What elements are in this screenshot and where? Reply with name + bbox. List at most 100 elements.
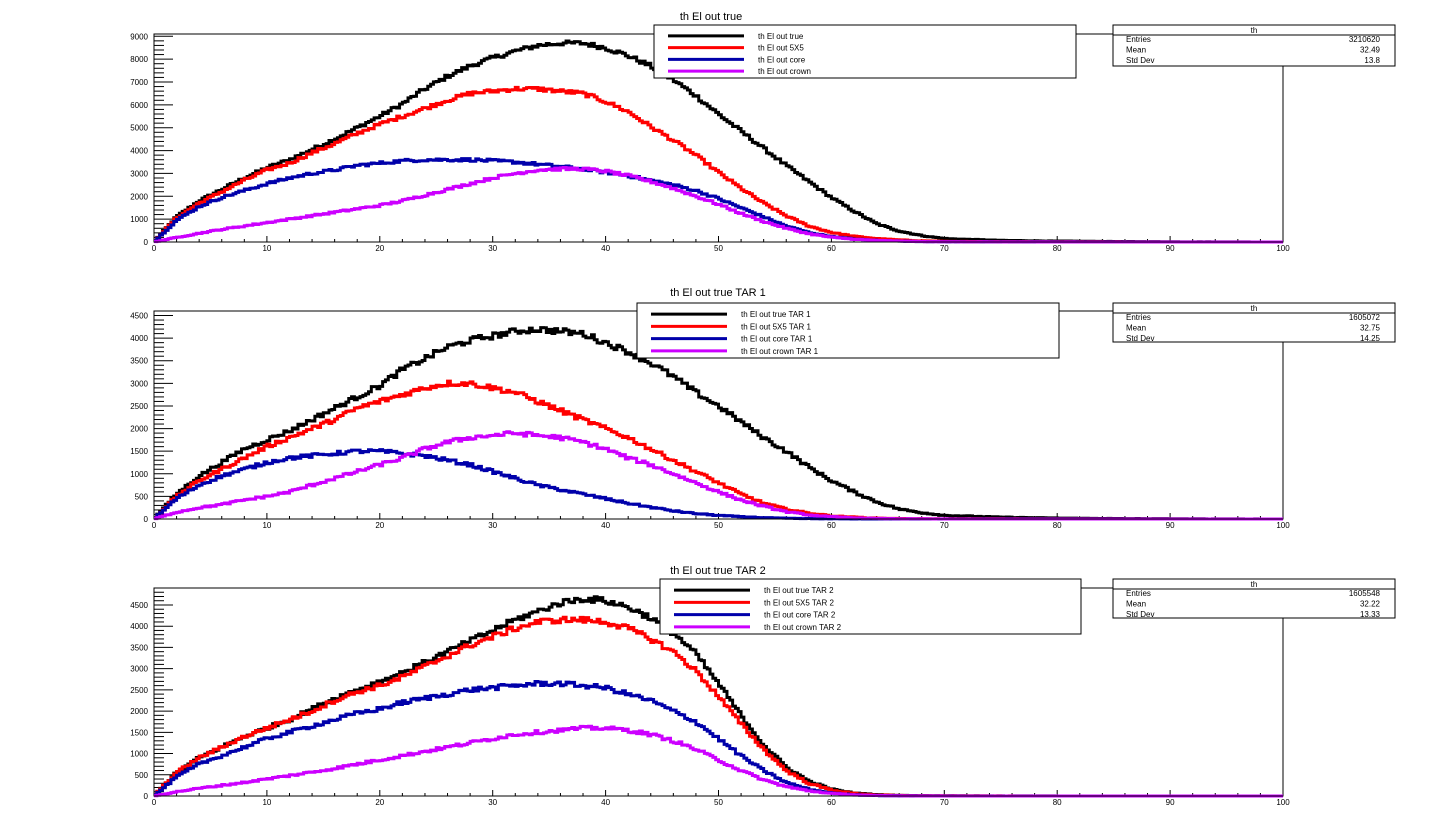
stats-box-frame [1112,24,1396,67]
y-tick-label: 5000 [130,124,148,133]
y-tick-label: 3500 [130,357,148,366]
stats-title: th [1251,580,1258,589]
x-tick-label: 30 [488,798,497,807]
x-tick-label: 90 [1166,244,1175,253]
x-tick-label: 20 [375,244,384,253]
y-tick-label: 6000 [130,101,148,110]
y-tick-label: 1000 [130,215,148,224]
x-tick-label: 40 [601,244,610,253]
y-tick-label: 1000 [130,750,148,759]
x-tick-label: 10 [262,521,271,530]
x-tick-label: 80 [1053,244,1062,253]
y-tick-label: 4500 [130,601,148,610]
stats-box: th Entries 1605548 Mean 32.22 Std Dev 13.33 [1112,578,1396,619]
stats-title: th [1251,304,1258,313]
x-tick-label: 80 [1053,798,1062,807]
stats-mean-value: 32.22 [1360,600,1381,609]
x-tick-label: 40 [601,798,610,807]
legend-label-3: th El out core [758,55,806,64]
y-tick-label: 1500 [130,728,148,737]
y-tick-label: 9000 [130,32,148,41]
x-tick-label: 80 [1053,521,1062,530]
legend-label-3: th El out core TAR 2 [764,611,836,620]
y-tick-label: 2000 [130,425,148,434]
stats-std-dev-value: 13.33 [1360,610,1381,619]
legend-box [636,302,1060,359]
series-line-2 [154,379,1283,521]
legend-label-4: th El out crown TAR 1 [741,347,819,356]
legend: th El out true TAR 1 th El out 5X5 TAR 1 t… [636,302,1060,359]
y-tick-label: 4000 [130,622,148,631]
stats-mean-label: Mean [1126,46,1146,55]
y-tick-label: 3500 [130,643,148,652]
legend-label-1: th El out true [758,32,804,41]
stats-mean-value: 32.49 [1360,46,1381,55]
y-tick-label: 1500 [130,447,148,456]
x-tick-label: 70 [940,521,949,530]
x-tick-label: 100 [1276,521,1290,530]
y-tick-label: 2500 [130,402,148,411]
x-tick-label: 0 [152,521,157,530]
chart-panel-1: 0 1000 2000 3000 4000 5000 6000 7000 8000 9000 0 10… [130,11,1396,253]
stats-entries-value: 1605548 [1349,589,1381,598]
chart-panel-2: 0 500 1000 1500 2000 2500 3000 3500 4000 4500 0 10 2… [130,287,1396,530]
legend-box [659,578,1082,635]
stats-std-dev-label: Std Dev [1126,334,1154,343]
stats-std-dev-label: Std Dev [1126,610,1154,619]
chart-title: th El out true [680,11,742,23]
legend: th El out true th El out 5X5 th El out cor… [653,24,1077,79]
legend-label-1: th El out true TAR 2 [764,586,834,595]
y-tick-label: 3000 [130,379,148,388]
y-tick-label: 4500 [130,312,148,321]
y-tick-label: 2000 [130,192,148,201]
stats-entries-label: Entries [1126,589,1151,598]
series-line-2 [154,85,1283,244]
x-tick-label: 60 [827,244,836,253]
x-tick-label: 10 [262,244,271,253]
x-tick-label: 30 [488,521,497,530]
chart-title: th El out true TAR 2 [670,565,766,577]
y-tick-label: 4000 [130,334,148,343]
stats-entries-label: Entries [1126,35,1151,44]
y-tick-label: 4000 [130,147,148,156]
legend-label-3: th El out core TAR 1 [741,335,813,344]
stats-box-frame [1112,302,1396,343]
x-tick-label: 100 [1276,244,1290,253]
chart-panel-3: 0 500 1000 1500 2000 2500 3000 3500 4000 4500 0 10 2… [130,565,1396,807]
stats-entries-label: Entries [1126,313,1151,322]
stats-mean-label: Mean [1126,324,1146,333]
y-tick-label: 1000 [130,470,148,479]
y-tick-label: 0 [144,238,149,247]
x-tick-label: 10 [262,798,271,807]
legend-label-4: th El out crown [758,67,811,76]
legend-label-2: th El out 5X5 TAR 2 [764,598,835,607]
x-tick-label: 0 [152,798,157,807]
x-tick-label: 20 [375,798,384,807]
stats-std-dev-value: 13.8 [1364,56,1380,65]
x-tick-label: 70 [940,244,949,253]
x-tick-label: 40 [601,521,610,530]
legend-label-1: th El out true TAR 1 [741,310,811,319]
x-tick-label: 60 [827,521,836,530]
stats-box: th Entries 3210620 Mean 32.49 Std Dev 13.8 [1112,24,1396,67]
legend: th El out true TAR 2 th El out 5X5 TAR 2 t… [659,578,1082,635]
stats-box-frame [1112,578,1396,619]
x-tick-label: 20 [375,521,384,530]
x-tick-label: 90 [1166,798,1175,807]
x-tick-label: 100 [1276,798,1290,807]
y-tick-label: 3000 [130,169,148,178]
x-tick-label: 90 [1166,521,1175,530]
x-tick-label: 60 [827,798,836,807]
legend-box [653,24,1077,79]
stats-box: th Entries 1605072 Mean 32.75 Std Dev 14.25 [1112,302,1396,343]
x-tick-label: 70 [940,798,949,807]
stats-std-dev-label: Std Dev [1126,56,1154,65]
y-tick-label: 2000 [130,707,148,716]
stats-mean-label: Mean [1126,600,1146,609]
stats-entries-value: 1605072 [1349,313,1381,322]
chart-title: th El out true TAR 1 [670,287,766,299]
y-tick-label: 7000 [130,78,148,87]
y-tick-label: 500 [135,492,149,501]
y-tick-label: 0 [144,515,149,524]
